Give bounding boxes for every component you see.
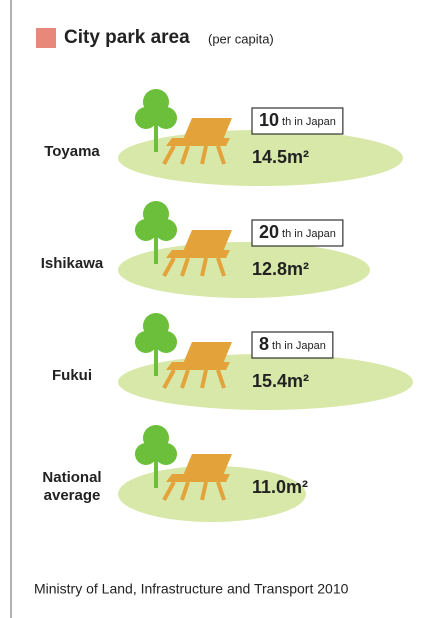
row-label: Fukui bbox=[52, 367, 92, 384]
bench-seat bbox=[166, 250, 230, 258]
value: 12.8m² bbox=[252, 259, 309, 279]
value: 11.0m² bbox=[252, 477, 308, 497]
bench-leg bbox=[216, 257, 226, 277]
bench-leg bbox=[162, 145, 176, 165]
bench-leg bbox=[180, 145, 190, 165]
tree-right bbox=[155, 219, 177, 241]
tree-right bbox=[155, 107, 177, 129]
rank-box bbox=[251, 219, 344, 247]
tree-trunk bbox=[154, 340, 158, 376]
bench-leg bbox=[216, 145, 226, 165]
bench-leg bbox=[200, 481, 208, 501]
bench-back bbox=[182, 454, 232, 478]
bench-leg bbox=[200, 369, 208, 389]
bench-seat bbox=[166, 474, 230, 482]
bench-back bbox=[182, 118, 232, 142]
row: Fukui 8 th in Japan 15.4m² bbox=[52, 313, 413, 410]
value: 15.4m² bbox=[252, 371, 309, 391]
bench-leg bbox=[180, 369, 190, 389]
rank-number: 8 bbox=[259, 334, 269, 354]
tree-left bbox=[135, 107, 157, 129]
tree-trunk bbox=[154, 116, 158, 152]
bench-seat bbox=[166, 362, 230, 370]
tree-trunk bbox=[154, 452, 158, 488]
bench-back bbox=[182, 230, 232, 254]
subtitle: (per capita) bbox=[208, 31, 274, 46]
row: Ishikawa 20 th in Japan 12.8m² bbox=[41, 201, 370, 298]
bench-back bbox=[182, 342, 232, 366]
bench-leg bbox=[216, 481, 226, 501]
bench-leg bbox=[162, 257, 176, 277]
rank-box bbox=[251, 107, 344, 135]
rank-number: 20 bbox=[259, 222, 279, 242]
rank-suffix: th in Japan bbox=[272, 340, 326, 352]
bench-seat bbox=[166, 138, 230, 146]
rank-suffix: th in Japan bbox=[282, 228, 336, 240]
title: City park area bbox=[64, 27, 190, 48]
row-label: National bbox=[42, 469, 101, 486]
tree-right bbox=[155, 443, 177, 465]
row-label: average bbox=[44, 487, 101, 504]
tree-left bbox=[135, 443, 157, 465]
tree-left bbox=[135, 331, 157, 353]
tree-trunk bbox=[154, 228, 158, 264]
title-marker bbox=[36, 28, 56, 48]
lawn bbox=[118, 466, 306, 522]
rank-number: 10 bbox=[259, 110, 279, 130]
tree-right bbox=[155, 331, 177, 353]
bench-leg bbox=[180, 481, 190, 501]
row-label: Ishikawa bbox=[41, 255, 104, 272]
bench-leg bbox=[162, 481, 176, 501]
row-label: Toyama bbox=[44, 143, 100, 160]
row: Toyama 10 th in Japan 14.5m² bbox=[44, 89, 403, 186]
bench-leg bbox=[200, 257, 208, 277]
rank-suffix: th in Japan bbox=[282, 116, 336, 128]
bench-leg bbox=[216, 369, 226, 389]
source: Ministry of Land, Infrastructure and Tra… bbox=[34, 581, 349, 597]
bench-leg bbox=[180, 257, 190, 277]
rank-box bbox=[251, 331, 334, 359]
bench-leg bbox=[162, 369, 176, 389]
bench-leg bbox=[200, 145, 208, 165]
tree-left bbox=[135, 219, 157, 241]
value: 14.5m² bbox=[252, 147, 309, 167]
